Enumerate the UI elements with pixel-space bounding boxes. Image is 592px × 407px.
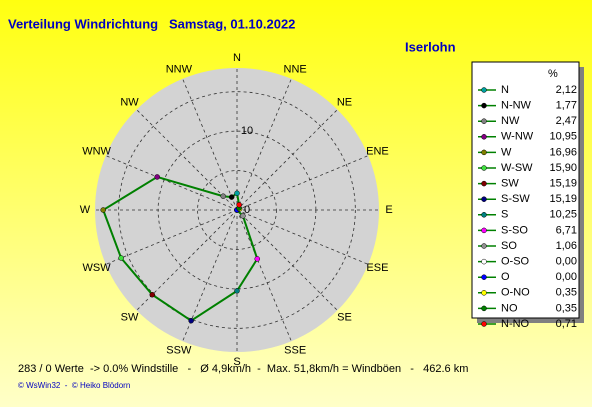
legend-name: O-SO bbox=[501, 256, 530, 268]
radar-point bbox=[188, 317, 194, 324]
credits: © WsWin32 - © Heiko Blödorn bbox=[18, 381, 130, 390]
legend-name: SW bbox=[501, 178, 519, 190]
legend-name: S bbox=[501, 209, 508, 221]
legend-name: N-NW bbox=[501, 100, 532, 112]
legend-marker bbox=[481, 102, 487, 109]
legend-name: NO bbox=[501, 302, 518, 314]
axis-label: ENE bbox=[366, 146, 389, 158]
r-tick-label: 10 bbox=[241, 125, 253, 137]
axis-label: W bbox=[80, 204, 91, 216]
legend-marker bbox=[481, 305, 487, 312]
legend-value: 15,90 bbox=[549, 162, 577, 174]
axis-label: NNE bbox=[284, 63, 307, 75]
radar-point bbox=[228, 194, 235, 200]
legend-marker bbox=[481, 87, 487, 93]
legend-value: 6,71 bbox=[556, 224, 577, 236]
grid-circle bbox=[118, 91, 356, 329]
axis-label: ESE bbox=[366, 262, 388, 274]
legend-marker bbox=[481, 274, 487, 280]
legend-name: W-SW bbox=[501, 162, 533, 174]
legend-name: N-NO bbox=[501, 318, 530, 330]
legend-value: 0,35 bbox=[556, 287, 577, 299]
legend-value: 15,19 bbox=[549, 178, 577, 190]
legend-marker bbox=[481, 180, 487, 187]
legend-name: SO bbox=[501, 240, 517, 252]
axis-label: NNW bbox=[166, 63, 193, 75]
radar-point bbox=[254, 256, 261, 262]
radar-point bbox=[100, 207, 106, 213]
axis-label: WNW bbox=[82, 146, 111, 158]
axis-label: E bbox=[385, 204, 392, 216]
axis-label: SW bbox=[121, 311, 139, 323]
legend-value: 0,71 bbox=[556, 318, 577, 330]
legend-marker bbox=[481, 227, 487, 234]
footer: 283 / 0 Werte -> 0.0% Windstille - Ø 4,9… bbox=[18, 363, 468, 375]
legend-marker bbox=[481, 290, 487, 296]
legend-marker bbox=[481, 243, 487, 249]
legend-title: % bbox=[548, 68, 558, 80]
axis-label: NE bbox=[337, 96, 352, 108]
radar-point bbox=[240, 213, 246, 219]
legend-name: W bbox=[501, 146, 512, 158]
axis-label: SSE bbox=[284, 344, 306, 356]
legend-marker bbox=[481, 196, 487, 202]
radar-point bbox=[154, 174, 160, 180]
legend-value: 15,19 bbox=[549, 193, 577, 205]
radar-point bbox=[118, 255, 124, 261]
legend-marker bbox=[481, 212, 487, 218]
legend-value: 1,06 bbox=[556, 240, 577, 252]
legend-marker bbox=[481, 118, 487, 124]
legend-marker bbox=[481, 165, 487, 171]
legend-name: NW bbox=[501, 115, 520, 127]
radar-point bbox=[149, 291, 156, 298]
axis-label: N bbox=[233, 52, 241, 64]
legend-name: O-NO bbox=[501, 287, 530, 299]
legend-value: 2,12 bbox=[556, 84, 577, 96]
legend-name: S-SW bbox=[501, 193, 530, 205]
legend-value: 10,95 bbox=[549, 131, 577, 143]
axis-label: SSW bbox=[166, 344, 192, 356]
chart-subtitle: Iserlohn bbox=[405, 39, 456, 54]
radar-point bbox=[220, 193, 226, 199]
legend-name: N bbox=[501, 84, 509, 96]
axis-label: S bbox=[233, 356, 240, 368]
grid-circle bbox=[197, 170, 277, 250]
r-tick-label: 0 bbox=[244, 204, 250, 216]
legend-name: S-SO bbox=[501, 224, 528, 236]
legend-value: 0,00 bbox=[556, 256, 577, 268]
legend-marker bbox=[481, 149, 487, 156]
legend-box bbox=[471, 61, 580, 319]
axis-label: WSW bbox=[83, 262, 112, 274]
radar-point bbox=[236, 202, 242, 208]
axis-label: NW bbox=[120, 96, 139, 108]
legend-value: 2,47 bbox=[556, 115, 577, 127]
legend-name: W-NW bbox=[501, 131, 534, 143]
legend-value: 16,96 bbox=[549, 146, 577, 158]
axis-label: SE bbox=[337, 311, 352, 323]
legend-marker bbox=[481, 258, 487, 265]
legend-name: O bbox=[501, 271, 510, 283]
legend-marker bbox=[481, 134, 487, 140]
legend-value: 10,25 bbox=[549, 209, 577, 221]
legend-value: 0,00 bbox=[556, 271, 577, 283]
chart-title: Verteilung Windrichtung Samstag, 01.10.2… bbox=[8, 16, 295, 31]
legend-value: 1,77 bbox=[556, 100, 577, 112]
legend-value: 0,35 bbox=[556, 302, 577, 314]
radar-point bbox=[234, 288, 240, 294]
radar-point bbox=[234, 190, 240, 197]
legend-marker bbox=[481, 321, 487, 327]
